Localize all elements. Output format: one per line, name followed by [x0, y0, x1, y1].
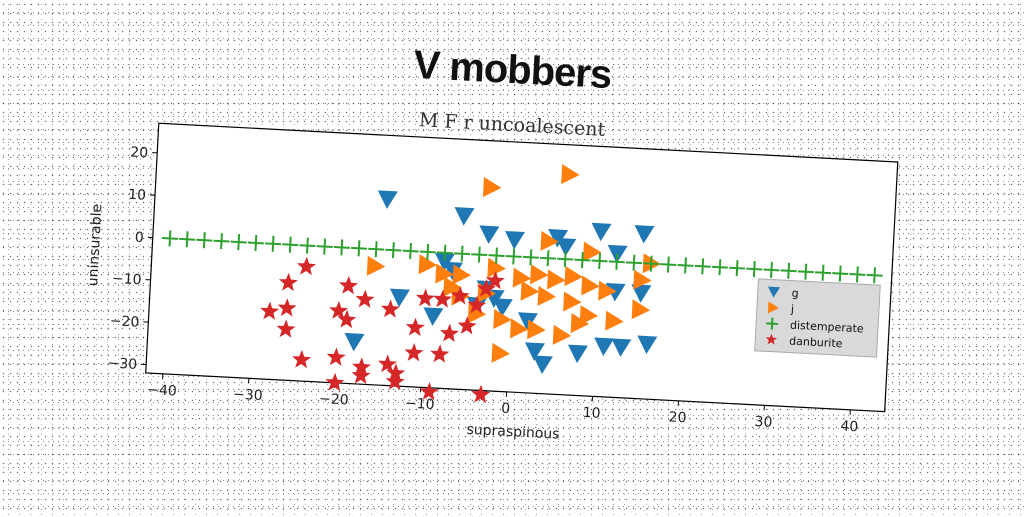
x-tick-label: 40 — [840, 418, 859, 435]
y-tick-label: 20 — [130, 144, 149, 161]
x-tick-label: −10 — [405, 396, 435, 414]
legend-label: j — [790, 303, 795, 316]
y-tick-label: −20 — [109, 313, 139, 331]
y-axis-label: uninsurable — [85, 204, 105, 287]
x-axis-label: supraspinous — [466, 422, 560, 443]
x-tick-label: −40 — [147, 382, 177, 400]
x-tick-label: −20 — [319, 391, 349, 409]
x-tick-label: 0 — [501, 401, 511, 417]
plot-area — [146, 123, 898, 411]
x-tick-label: 30 — [754, 414, 773, 431]
y-tick-label: 0 — [134, 230, 144, 246]
x-tick-label: 20 — [668, 409, 687, 426]
x-tick-label: −30 — [233, 387, 263, 405]
y-tick-label: −10 — [112, 271, 142, 289]
y-tick-label: 10 — [128, 187, 147, 204]
x-tick-label: 10 — [582, 405, 601, 422]
y-tick-label: −30 — [107, 355, 137, 373]
legend-label: g — [791, 287, 799, 300]
